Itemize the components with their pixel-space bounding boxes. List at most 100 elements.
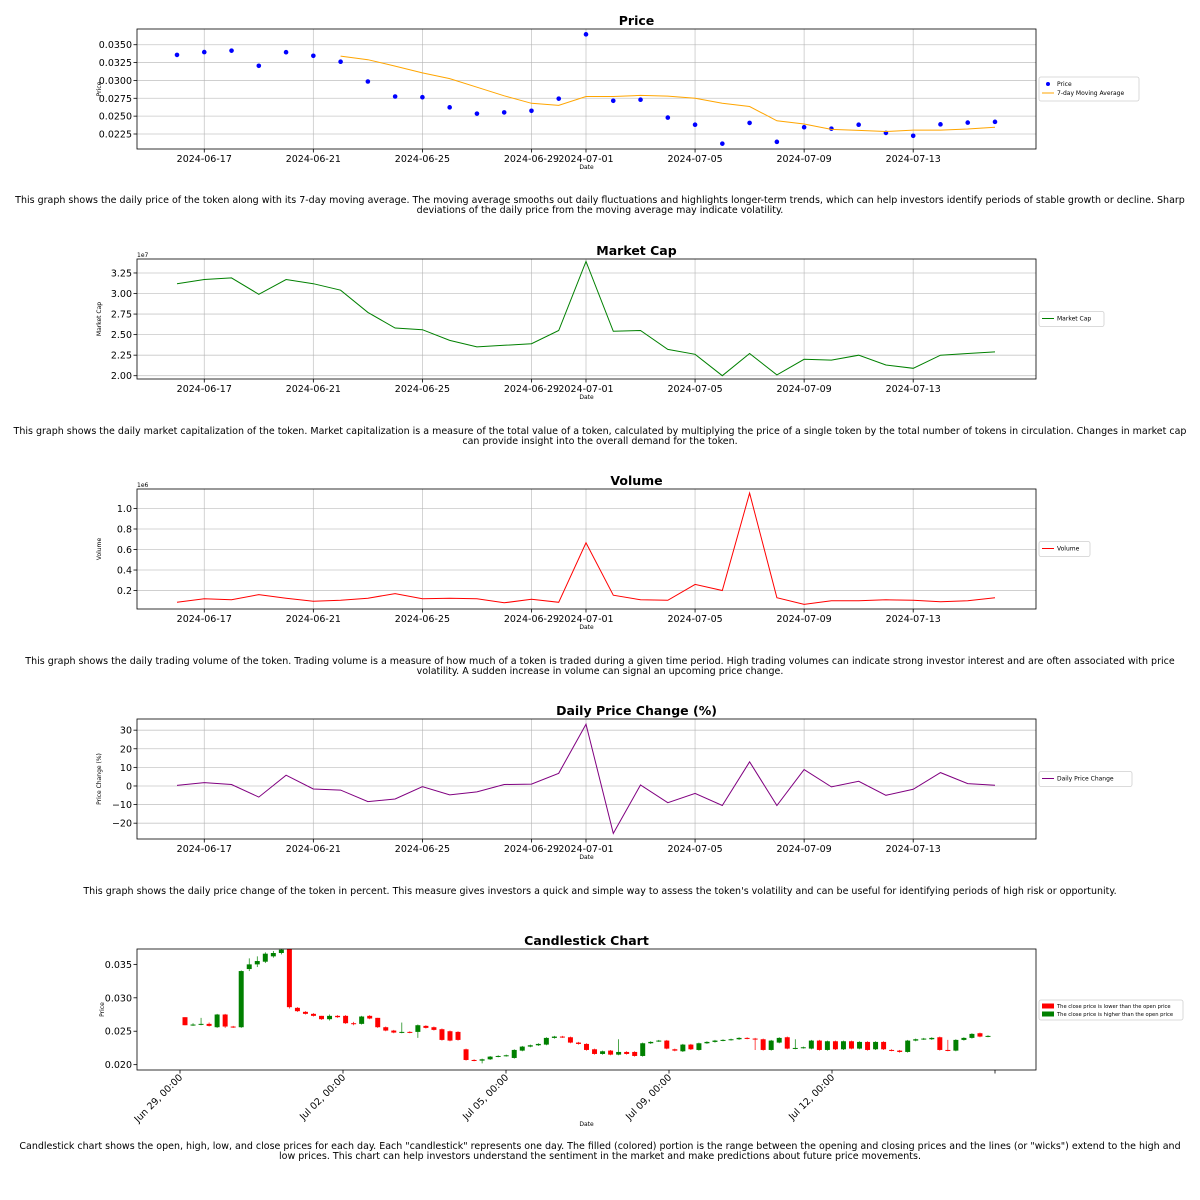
candle-body (648, 1041, 654, 1044)
candle (567, 1036, 573, 1044)
candle (503, 1054, 509, 1057)
candle-body (873, 1041, 879, 1050)
x-tick-label: 2024-06-17 (177, 154, 232, 165)
data-point (720, 141, 725, 146)
x-tick-label: 2024-06-21 (286, 844, 341, 855)
candle-body (889, 1049, 895, 1051)
candle-body (543, 1037, 549, 1045)
data-point (638, 97, 643, 103)
data-point (229, 48, 234, 53)
x-axis-label: Date (579, 624, 594, 631)
data-point (610, 98, 616, 104)
candle (383, 1026, 389, 1032)
candle-body (190, 1024, 196, 1026)
price-description-text: This graph shows the daily price of the … (15, 195, 1185, 216)
data-point (338, 59, 343, 65)
candle-body (238, 971, 244, 1028)
candle-body (672, 1049, 678, 1051)
candle-body (881, 1041, 887, 1050)
candle (929, 1037, 935, 1040)
candle (407, 1031, 413, 1034)
x-tick-label: 2024-07-09 (777, 154, 832, 165)
candle-body (857, 1041, 863, 1049)
candle-body (744, 1037, 750, 1039)
legend-label: 7-day Moving Average (1057, 90, 1124, 97)
x-tick-label: 2024-06-25 (395, 844, 450, 855)
data-point (447, 105, 452, 110)
candle-body (712, 1040, 718, 1042)
candle-body (431, 1027, 437, 1030)
candle (953, 1039, 959, 1052)
x-tick-label: 2024-06-21 (286, 614, 341, 625)
candle-body (849, 1041, 854, 1049)
candle (238, 970, 244, 1028)
candle-body (559, 1036, 565, 1038)
candle (479, 1058, 485, 1064)
data-point (856, 122, 861, 128)
candle (543, 1037, 549, 1046)
candle (840, 1040, 846, 1050)
y-tick-label: 30 (120, 726, 132, 737)
candle (439, 1028, 445, 1041)
x-tick-label: 2024-07-09 (777, 614, 832, 625)
legend-marker (1046, 82, 1050, 86)
candle (367, 1015, 373, 1020)
candle (897, 1049, 903, 1053)
candle-body (985, 1035, 991, 1037)
candle (600, 1050, 606, 1055)
candle (945, 1039, 951, 1052)
y-tick-label: 0.020 (105, 1060, 132, 1071)
x-tick-label: Jul 12, 00:00 (786, 1072, 837, 1123)
candles (182, 949, 991, 1064)
candle (278, 949, 284, 955)
candle-body (961, 1037, 967, 1040)
data-point (692, 122, 698, 128)
candlestick-title: Candlestick Chart (524, 933, 649, 948)
candle-body (784, 1037, 790, 1049)
candle (664, 1039, 670, 1050)
x-tick-label: 2024-06-25 (395, 154, 450, 165)
candlestick-chart: Candlestick Chart 0.020 0.025 0.030 0.035 Jun… (99, 933, 1184, 1128)
series-volume (176, 491, 996, 605)
x-tick-label: 2024-07-09 (777, 384, 832, 395)
series-line (176, 722, 996, 835)
y-tick-label: 0.8 (117, 525, 132, 536)
legend-label: Volume (1057, 546, 1080, 553)
candle-body (929, 1037, 935, 1040)
candle-body (680, 1044, 686, 1052)
candle (495, 1055, 501, 1058)
x-tick-label: 2024-07-01 (558, 614, 613, 625)
y-tick-label: 1.0 (117, 504, 132, 515)
legend-box (1038, 541, 1091, 557)
candle (423, 1025, 429, 1029)
candle (198, 1017, 204, 1026)
legend-box (1038, 999, 1184, 1021)
candle-body (953, 1039, 959, 1051)
x-tick-label: 2024-07-13 (886, 844, 941, 855)
candle-body (640, 1043, 646, 1056)
candle-body (182, 1017, 188, 1026)
y-tick-label: 3.25 (111, 268, 132, 279)
candle-body (760, 1039, 766, 1050)
candle (431, 1026, 437, 1031)
x-tick-label: 2024-07-05 (667, 614, 722, 625)
candle-body (567, 1037, 573, 1043)
candle-body (921, 1038, 927, 1040)
candle-body (969, 1033, 975, 1038)
candle (768, 1039, 774, 1051)
y-tick-label: 3.00 (111, 289, 132, 300)
axis-offset-label: 1e6 (137, 482, 149, 489)
candle-body (495, 1055, 501, 1057)
candle (696, 1042, 702, 1051)
candle (889, 1049, 895, 1052)
candle-body (351, 1023, 357, 1025)
candle (905, 1039, 911, 1053)
y-tick-label: 2.75 (111, 310, 132, 321)
x-tick-label: 2024-06-17 (177, 384, 232, 395)
candle (584, 1043, 589, 1051)
x-tick-label: Jun 29, 00:00 (132, 1072, 185, 1125)
data-point (938, 122, 943, 127)
candle-body (840, 1041, 846, 1050)
x-tick-label: 2024-07-01 (558, 384, 613, 395)
candle (343, 1015, 349, 1024)
